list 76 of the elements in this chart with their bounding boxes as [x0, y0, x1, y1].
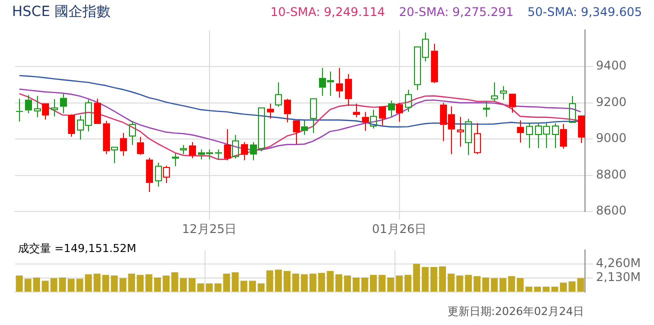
candlestick [517, 120, 524, 144]
bar [326, 270, 334, 292]
candlestick [60, 94, 67, 114]
candlestick [267, 103, 274, 120]
candlestick [370, 109, 377, 130]
bar [361, 277, 368, 292]
candlestick [379, 106, 386, 126]
candlestick [465, 118, 472, 156]
candlestick [42, 103, 49, 120]
candlestick [172, 153, 179, 167]
candlestick [560, 123, 567, 150]
y-tick-label: 9000 [596, 131, 627, 146]
candlestick [353, 103, 360, 118]
candlestick [388, 100, 395, 117]
candlestick [457, 116, 464, 148]
candlestick [405, 89, 412, 112]
candlestick [526, 122, 533, 149]
candlestick [431, 43, 438, 84]
candlestick [396, 102, 403, 122]
annotation: 成交量 =149,151.52M [18, 241, 136, 256]
candlestick [155, 162, 162, 188]
candlestick [16, 98, 23, 122]
candlestick [146, 157, 153, 193]
candlestick [301, 120, 308, 136]
bar [516, 278, 524, 292]
candlestick [129, 120, 136, 146]
x-tick-label: 12月25日 [182, 222, 237, 236]
text: 10-SMA: 9,249.114 [270, 5, 385, 19]
candlestick [103, 120, 110, 155]
candlestick [189, 142, 196, 159]
candlestick [163, 165, 170, 184]
candlestick [509, 94, 516, 114]
text: 更新日期:2026年02月24日 [447, 304, 584, 319]
bar [551, 286, 558, 292]
bar [171, 272, 178, 292]
x-tick-label: 01月26日 [372, 222, 427, 236]
y-tick-label: 8600 [596, 204, 627, 218]
chart-title: HSCE 國企指數 [12, 3, 110, 21]
candlestick [491, 82, 498, 102]
candlestick [34, 95, 41, 118]
y-tick-label: 4,260M [596, 256, 641, 270]
candlestick [483, 100, 490, 118]
candlestick [362, 111, 369, 132]
text: 20-SMA: 9,275.291 [399, 5, 514, 19]
candlestick [224, 128, 231, 161]
bar [422, 267, 429, 292]
candlestick [51, 98, 58, 117]
candlestick [569, 96, 576, 123]
candlestick [241, 142, 248, 161]
candlestick [500, 86, 507, 100]
candlestick [552, 122, 559, 149]
y-tick-label: 9400 [596, 58, 627, 73]
candlestick [232, 134, 239, 160]
text: 50-SMA: 9,349.605 [528, 5, 642, 19]
candlestick [474, 122, 481, 155]
bar [42, 280, 49, 292]
candlestick [578, 115, 585, 144]
y-tick-label: 2,130M [596, 270, 641, 284]
candlestick [94, 98, 101, 124]
candlestick [284, 98, 291, 123]
bar [456, 276, 464, 292]
bar [136, 274, 144, 292]
bar [232, 272, 239, 292]
candlestick [310, 98, 317, 134]
candlestick [68, 114, 75, 138]
candlestick [345, 74, 352, 106]
candlestick [336, 67, 343, 98]
candlestick [275, 82, 282, 108]
candlestick [137, 136, 144, 154]
bar [76, 278, 84, 292]
y-tick-label: 8800 [596, 167, 627, 182]
candlestick [25, 94, 32, 114]
candlestick [120, 132, 127, 156]
bar [266, 270, 274, 292]
candlestick [111, 146, 118, 164]
y-tick-label: 9200 [596, 94, 627, 109]
